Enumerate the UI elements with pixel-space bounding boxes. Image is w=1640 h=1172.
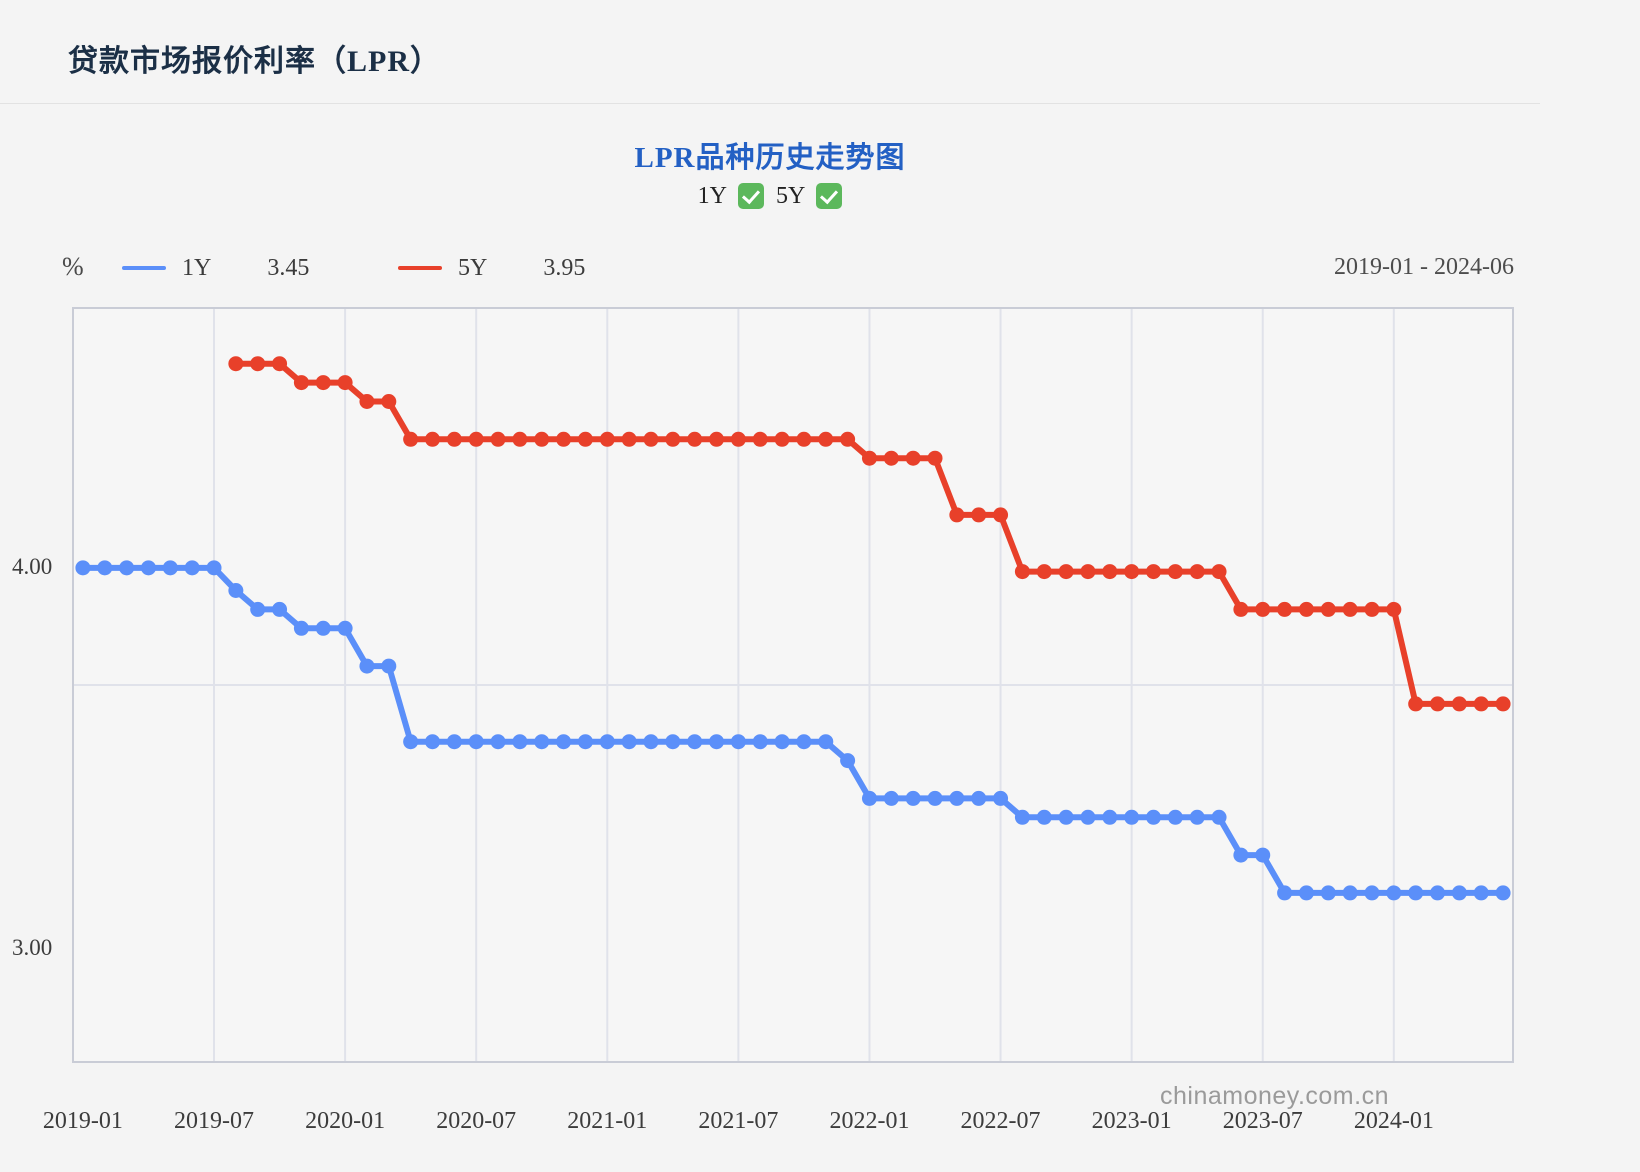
series-toggle-5y[interactable]: 5Y — [776, 182, 843, 210]
header-divider — [0, 103, 1540, 104]
x-tick-label: 2021-07 — [698, 1108, 779, 1134]
lpr-line-chart[interactable] — [72, 307, 1514, 1063]
y-axis-unit-label: % — [62, 252, 84, 281]
x-tick-label: 2020-01 — [305, 1108, 386, 1134]
series-toggle-1y[interactable]: 1Y — [698, 182, 764, 210]
legend-swatch-1y — [122, 266, 166, 271]
x-tick-label: 2024-01 — [1353, 1108, 1434, 1134]
series-toggle-group: 1Y 5Y — [0, 182, 1540, 210]
y-tick-label-300: 3.00 — [12, 935, 53, 960]
legend-value-5y: 3.95 — [543, 254, 586, 281]
y-tick-label-400: 4.00 — [12, 554, 53, 579]
legend-swatch-5y — [398, 266, 442, 271]
series-toggle-5y-label: 5Y — [776, 182, 806, 209]
x-axis-labels: 2019-01 2019-07 2020-01 2020-07 2021-01 2021-… — [0, 1108, 1540, 1148]
page-title: 贷款市场报价利率（LPR） — [68, 45, 441, 78]
x-tick-label: 2022-01 — [829, 1108, 910, 1134]
x-tick-label: 2023-01 — [1091, 1108, 1172, 1134]
watermark: chinamoney.com.cn — [1160, 1082, 1389, 1110]
legend-label-1y: 1Y — [182, 254, 212, 281]
chart-legend: % 1Y 3.45 5Y 3.95 2019-01 - 2024-06 — [0, 252, 1540, 292]
date-range-label: 2019-01 - 2024-06 — [1334, 254, 1514, 280]
legend-item-5y[interactable]: 5Y 3.95 — [398, 254, 585, 282]
legend-item-1y[interactable]: 1Y 3.45 — [122, 254, 309, 282]
legend-label-5y: 5Y — [458, 254, 488, 281]
x-tick-label: 2019-01 — [42, 1108, 123, 1134]
series-toggle-1y-label: 1Y — [697, 182, 727, 209]
x-tick-label: 2023-07 — [1222, 1108, 1303, 1134]
x-tick-label: 2021-01 — [567, 1108, 648, 1134]
x-tick-label: 2022-07 — [960, 1108, 1041, 1134]
checkmark-icon[interactable] — [816, 183, 843, 210]
x-tick-label: 2019-07 — [174, 1108, 254, 1134]
checkmark-icon[interactable] — [738, 183, 764, 210]
x-tick-label: 2020-07 — [436, 1108, 517, 1134]
legend-value-1y: 3.45 — [267, 254, 310, 281]
lpr-chart-card: LPR品种历史走势图 1Y 5Y % 1Y 3.45 5Y 3.95 2019-01… — [0, 104, 1540, 1172]
plot-area[interactable] — [72, 307, 1514, 1063]
chart-title: LPR品种历史走势图 — [634, 142, 906, 174]
